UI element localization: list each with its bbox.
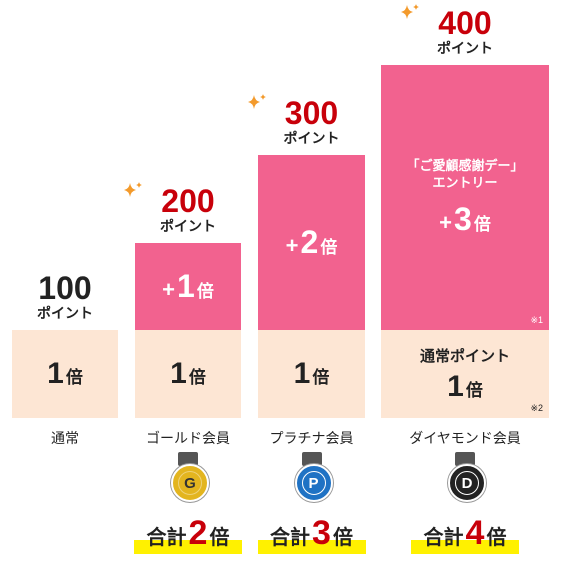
points-unit: ポイント — [437, 40, 493, 56]
number: 1 — [293, 357, 311, 390]
points-label: 200 ポイント — [128, 185, 248, 233]
suffix: 倍 — [196, 282, 214, 301]
total-number: 3 — [312, 514, 331, 552]
member-label: 通常 — [51, 430, 79, 446]
bonus-wrap: +3 倍 — [439, 201, 491, 238]
prefix: + — [439, 210, 453, 235]
total-suffix: 倍 — [332, 527, 353, 549]
sparkle — [124, 182, 142, 197]
points-label: 300 ポイント — [252, 97, 372, 145]
sparkle — [401, 4, 419, 19]
suffix: 倍 — [65, 368, 83, 387]
member-label: ダイヤモンド会員 — [409, 430, 521, 446]
prefix: + — [162, 277, 176, 302]
suffix: 倍 — [312, 368, 330, 387]
multiplier: +3 倍 — [439, 201, 491, 238]
suffix: 倍 — [188, 368, 206, 387]
medal: D — [446, 452, 486, 502]
suffix: 倍 — [320, 238, 338, 257]
medal-letter: G — [178, 471, 202, 495]
multiplier: +1 倍 — [162, 268, 214, 305]
multiplier: +2 倍 — [286, 224, 338, 261]
bonus-wrap: +2 倍 — [286, 224, 338, 261]
total-label: 合計 — [270, 527, 311, 549]
total-label: 合計 — [146, 527, 187, 549]
member-label: ゴールド会員 — [146, 430, 230, 446]
number: 1 — [447, 369, 464, 403]
medal-letter: P — [301, 471, 326, 495]
sparkle — [247, 94, 266, 109]
total-label: 合計 — [423, 527, 464, 549]
bonus-box: 「ご愛顧感謝デー」 エントリー +3 倍 ※1 — [381, 65, 549, 330]
member-label: プラチナ会員 — [269, 430, 354, 446]
medal: G — [169, 452, 209, 502]
base-box: 通常ポイント 1 倍 ※2 — [381, 330, 549, 418]
points-number: 100 — [38, 270, 92, 306]
total-suffix: 倍 — [486, 527, 507, 549]
note: ※1 — [530, 315, 543, 325]
highlight — [411, 540, 519, 554]
medal-disc: P — [294, 464, 333, 502]
points-number: 400 — [438, 5, 492, 41]
number: 1 — [177, 268, 195, 304]
suffix: 倍 — [465, 380, 483, 400]
number: 1 — [47, 357, 64, 390]
suffix: 倍 — [473, 215, 491, 234]
total-suffix: 倍 — [209, 527, 230, 549]
points-label: 100 ポイント — [5, 272, 125, 320]
total: 合計 3 倍 — [257, 514, 366, 554]
bonus-wrap: +1 倍 — [162, 268, 214, 305]
medal-ribbon — [301, 452, 322, 466]
points-unit: ポイント — [37, 305, 93, 321]
bonus-caption: エントリー — [432, 175, 498, 190]
total: 合計 4 倍 — [411, 514, 519, 554]
bonus-box: +2 倍 — [258, 155, 365, 330]
points-unit: ポイント — [283, 130, 340, 146]
points-number: 300 — [284, 95, 339, 131]
medal-disc: D — [448, 464, 486, 502]
bonus-box: +1 倍 — [135, 243, 241, 330]
points-number: 200 — [161, 183, 215, 219]
note: ※2 — [530, 403, 543, 413]
highlight — [134, 540, 242, 554]
points-unit: ポイント — [160, 218, 216, 234]
total-number: 4 — [465, 514, 485, 552]
number: 1 — [170, 357, 187, 390]
medal-disc: G — [171, 464, 209, 502]
medal-letter: D — [455, 471, 479, 495]
medal-ribbon — [455, 452, 475, 466]
medal: P — [293, 452, 333, 502]
number: 2 — [300, 224, 319, 260]
bonus-caption: 「ご愛顧感謝デー」 — [406, 158, 524, 173]
total: 合計 2 倍 — [134, 514, 242, 554]
base-caption: 通常ポイント — [419, 347, 510, 365]
total-number: 2 — [188, 514, 208, 552]
prefix: + — [285, 233, 299, 258]
number: 3 — [454, 201, 472, 237]
medal-ribbon — [178, 452, 198, 466]
highlight — [257, 540, 366, 554]
points-label: 400 ポイント — [405, 7, 525, 55]
